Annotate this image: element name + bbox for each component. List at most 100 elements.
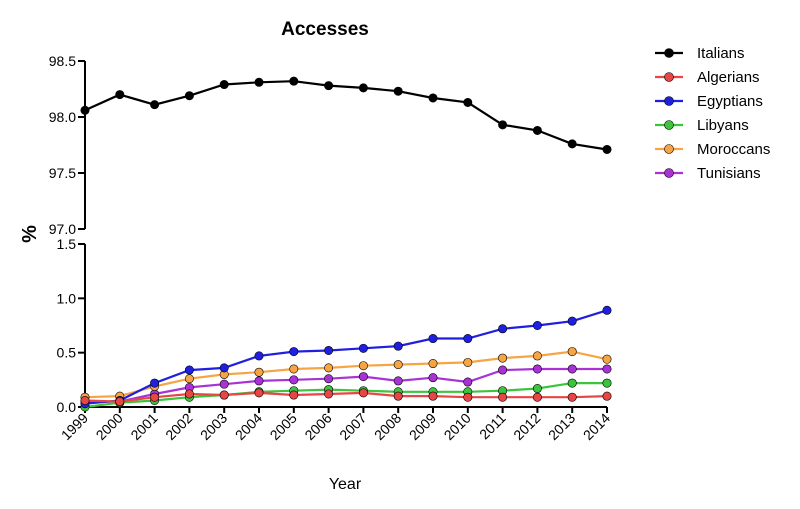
x-tick-label: 2002 [162, 410, 195, 443]
data-point-algerians [254, 388, 264, 398]
data-point-moroccans [184, 374, 194, 384]
series-line-tunisians [85, 367, 607, 403]
data-point-italians [393, 86, 403, 96]
legend-marker [664, 120, 674, 130]
legend-item-egyptians: Egyptians [655, 93, 763, 110]
legend-label: Tunisians [697, 165, 761, 182]
data-point-egyptians [602, 305, 612, 315]
data-point-algerians [115, 397, 125, 407]
x-tick-label: 2014 [580, 410, 613, 443]
data-point-italians [150, 100, 160, 110]
data-point-algerians [150, 392, 160, 402]
data-point-algerians [567, 392, 577, 402]
series-line-italians [84, 80, 608, 151]
x-tick-label: 2005 [267, 410, 300, 443]
upper-y-tick-label: 98.5 [49, 53, 76, 69]
data-point-egyptians [358, 343, 368, 353]
x-tick-label: 2001 [127, 410, 160, 443]
data-point-moroccans [463, 357, 473, 367]
data-point-tunisians [428, 373, 438, 383]
data-point-moroccans [602, 354, 612, 364]
data-point-egyptians [184, 365, 194, 375]
data-point-tunisians [289, 375, 299, 385]
series-line-egyptians [84, 309, 608, 405]
x-tick-label: 2008 [371, 410, 404, 443]
data-point-algerians [184, 389, 194, 399]
x-tick-label: 2003 [197, 410, 230, 443]
data-point-tunisians [498, 365, 508, 375]
data-point-italians [184, 91, 194, 101]
x-tick-label: 2000 [93, 410, 126, 443]
upper-y-tick-label: 98.0 [49, 109, 76, 125]
series-moroccans [80, 347, 612, 402]
legend-label: Libyans [697, 117, 749, 134]
data-point-italians [463, 97, 473, 107]
data-point-algerians [602, 391, 612, 401]
data-point-italians [532, 125, 542, 135]
data-point-egyptians [150, 378, 160, 388]
legend: Italians Algerians Egyptians Libyans Morocca… [655, 45, 770, 182]
data-point-moroccans [532, 351, 542, 361]
data-point-tunisians [324, 374, 334, 384]
x-tick-label: 2012 [510, 410, 543, 443]
data-point-egyptians [254, 351, 264, 361]
data-point-italians [219, 80, 229, 90]
data-point-moroccans [567, 347, 577, 357]
data-point-italians [289, 76, 299, 86]
data-point-tunisians [358, 372, 368, 382]
legend-label: Moroccans [697, 141, 770, 158]
data-point-italians [80, 105, 90, 115]
data-point-egyptians [498, 324, 508, 334]
x-tick-label: 2006 [301, 410, 334, 443]
data-point-egyptians [393, 341, 403, 351]
legend-marker [664, 96, 674, 106]
upper-y-tick-label: 97.0 [49, 221, 76, 237]
data-point-tunisians [219, 379, 229, 389]
data-point-algerians [463, 392, 473, 402]
data-point-italians [428, 93, 438, 103]
legend-item-tunisians: Tunisians [655, 165, 761, 182]
data-point-egyptians [532, 320, 542, 330]
data-point-libyans [602, 378, 612, 388]
data-point-italians [358, 83, 368, 93]
data-point-tunisians [254, 376, 264, 386]
data-point-tunisians [602, 364, 612, 374]
data-point-egyptians [428, 334, 438, 344]
legend-label: Italians [697, 45, 745, 62]
series-line-algerians [84, 391, 608, 403]
legend-item-italians: Italians [655, 45, 745, 62]
x-axis-label: Year [329, 476, 362, 493]
data-point-moroccans [428, 359, 438, 369]
data-point-moroccans [498, 353, 508, 363]
data-point-italians [498, 120, 508, 130]
legend-item-algerians: Algerians [655, 69, 760, 86]
data-point-moroccans [324, 363, 334, 373]
chart-title: Accesses [281, 19, 369, 40]
data-point-moroccans [289, 364, 299, 374]
data-point-algerians [428, 391, 438, 401]
data-point-italians [254, 77, 264, 87]
data-point-algerians [532, 392, 542, 402]
data-point-moroccans [393, 360, 403, 370]
data-point-tunisians [463, 377, 473, 387]
legend-item-libyans: Libyans [655, 117, 749, 134]
x-tick-label: 2013 [545, 410, 578, 443]
legend-label: Algerians [697, 69, 760, 86]
data-point-egyptians [219, 363, 229, 373]
data-point-tunisians [567, 364, 577, 374]
data-point-italians [567, 139, 577, 149]
x-tick-label: 2007 [336, 410, 369, 443]
data-point-tunisians [532, 364, 542, 374]
data-point-egyptians [324, 345, 334, 355]
x-tick-label: 2011 [476, 410, 509, 443]
series-line-moroccans [84, 350, 608, 399]
data-point-italians [115, 90, 125, 100]
data-point-egyptians [463, 334, 473, 344]
upper-y-tick-label: 97.5 [49, 165, 76, 181]
legend-marker [664, 48, 674, 58]
data-point-algerians [324, 389, 334, 399]
x-tick-label: 2010 [441, 410, 474, 443]
data-point-algerians [358, 388, 368, 398]
legend-item-moroccans: Moroccans [655, 141, 770, 158]
